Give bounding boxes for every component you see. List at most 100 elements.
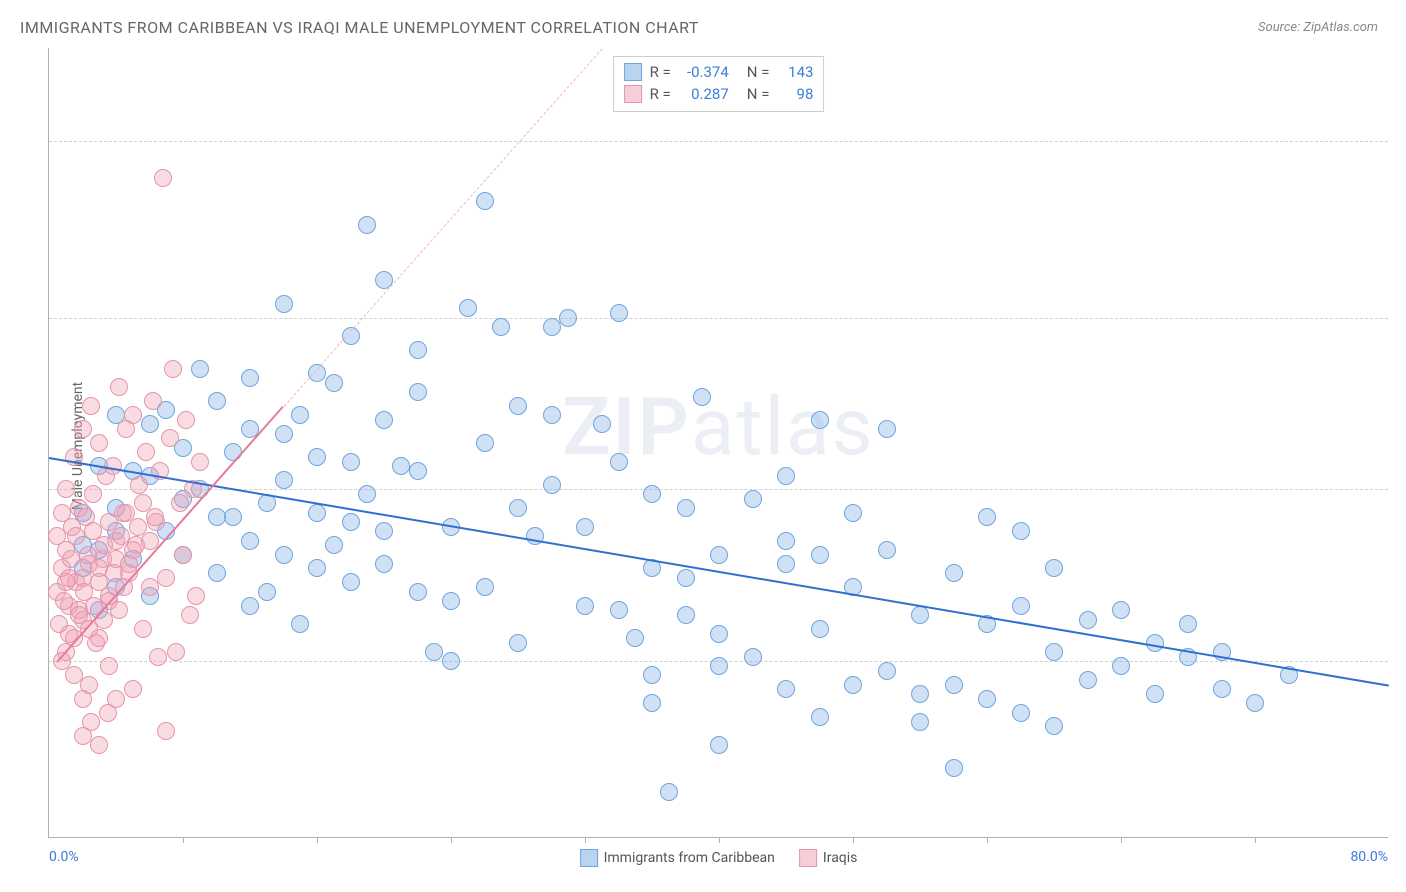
scatter-point-caribbean — [1045, 717, 1063, 735]
scatter-point-caribbean — [744, 490, 762, 508]
scatter-point-caribbean — [543, 406, 561, 424]
scatter-point-caribbean — [543, 476, 561, 494]
source-label: Source: ZipAtlas.com — [1258, 20, 1378, 35]
scatter-point-caribbean — [710, 546, 728, 564]
scatter-point-caribbean — [375, 555, 393, 573]
scatter-point-iraqis — [137, 443, 155, 461]
scatter-point-iraqis — [100, 657, 118, 675]
scatter-point-iraqis — [74, 420, 92, 438]
legend-label: Iraqis — [823, 850, 857, 866]
scatter-point-caribbean — [610, 601, 628, 619]
scatter-point-caribbean — [1213, 680, 1231, 698]
scatter-point-caribbean — [241, 597, 259, 615]
scatter-point-iraqis — [60, 569, 78, 587]
x-axis-label: 80.0% — [1350, 849, 1388, 865]
scatter-point-caribbean — [409, 383, 427, 401]
scatter-point-iraqis — [55, 592, 73, 610]
plot-area: ZIPatlas R =-0.374N =143R =0.287N =98 Im… — [48, 48, 1388, 838]
scatter-point-caribbean — [1079, 671, 1097, 689]
scatter-point-iraqis — [57, 480, 75, 498]
scatter-point-caribbean — [342, 573, 360, 591]
scatter-point-iraqis — [80, 676, 98, 694]
scatter-point-iraqis — [62, 550, 80, 568]
scatter-point-caribbean — [593, 415, 611, 433]
scatter-point-iraqis — [167, 643, 185, 661]
scatter-point-caribbean — [610, 304, 628, 322]
scatter-point-caribbean — [1012, 597, 1030, 615]
legend: Immigrants from Caribbean Iraqis — [580, 849, 858, 867]
scatter-point-iraqis — [134, 620, 152, 638]
scatter-point-caribbean — [509, 397, 527, 415]
y-tick-label: 11.2% — [1392, 310, 1406, 326]
scatter-point-iraqis — [146, 508, 164, 526]
scatter-point-iraqis — [50, 615, 68, 633]
trend-line-caribbean — [49, 457, 1389, 687]
scatter-point-caribbean — [308, 448, 326, 466]
scatter-point-caribbean — [777, 555, 795, 573]
scatter-point-caribbean — [660, 783, 678, 801]
scatter-point-caribbean — [811, 620, 829, 638]
scatter-point-iraqis — [84, 485, 102, 503]
scatter-point-caribbean — [476, 578, 494, 596]
scatter-point-caribbean — [1146, 685, 1164, 703]
scatter-point-caribbean — [409, 583, 427, 601]
scatter-point-caribbean — [878, 662, 896, 680]
scatter-point-caribbean — [911, 685, 929, 703]
scatter-point-caribbean — [1079, 611, 1097, 629]
scatter-point-caribbean — [643, 666, 661, 684]
scatter-point-caribbean — [978, 508, 996, 526]
scatter-point-caribbean — [409, 462, 427, 480]
scatter-point-caribbean — [911, 713, 929, 731]
scatter-point-iraqis — [67, 527, 85, 545]
scatter-point-caribbean — [710, 657, 728, 675]
stat-r-value: 0.287 — [679, 85, 729, 103]
scatter-point-caribbean — [375, 411, 393, 429]
scatter-point-caribbean — [1112, 657, 1130, 675]
gridline — [49, 318, 1388, 319]
y-tick-label: 3.8% — [1392, 653, 1406, 669]
scatter-point-caribbean — [1112, 601, 1130, 619]
scatter-point-caribbean — [509, 634, 527, 652]
scatter-point-caribbean — [1246, 694, 1264, 712]
scatter-point-caribbean — [425, 643, 443, 661]
scatter-point-caribbean — [945, 564, 963, 582]
stat-r-label: R = — [650, 63, 671, 81]
scatter-point-caribbean — [559, 309, 577, 327]
stat-n-value: 98 — [777, 85, 813, 103]
stat-n-value: 143 — [777, 63, 813, 81]
scatter-point-iraqis — [164, 360, 182, 378]
x-tick — [987, 837, 988, 843]
scatter-point-caribbean — [844, 504, 862, 522]
scatter-point-iraqis — [53, 504, 71, 522]
scatter-point-iraqis — [99, 704, 117, 722]
scatter-point-iraqis — [130, 476, 148, 494]
legend-label: Immigrants from Caribbean — [604, 850, 775, 866]
scatter-point-caribbean — [744, 648, 762, 666]
scatter-point-iraqis — [187, 587, 205, 605]
scatter-point-caribbean — [677, 569, 695, 587]
scatter-point-caribbean — [208, 564, 226, 582]
scatter-point-caribbean — [1012, 522, 1030, 540]
scatter-point-iraqis — [124, 680, 142, 698]
scatter-point-caribbean — [543, 318, 561, 336]
scatter-point-caribbean — [1045, 559, 1063, 577]
scatter-point-iraqis — [74, 727, 92, 745]
legend-swatch — [624, 85, 642, 103]
stat-r-value: -0.374 — [679, 63, 729, 81]
scatter-point-caribbean — [693, 388, 711, 406]
scatter-point-caribbean — [325, 536, 343, 554]
x-tick — [1255, 837, 1256, 843]
stat-row: R =0.287N =98 — [624, 83, 814, 105]
gridline — [49, 141, 1388, 142]
scatter-point-caribbean — [878, 420, 896, 438]
scatter-point-iraqis — [157, 722, 175, 740]
x-tick — [317, 837, 318, 843]
x-tick — [183, 837, 184, 843]
x-tick — [719, 837, 720, 843]
chart-title: IMMIGRANTS FROM CARIBBEAN VS IRAQI MALE … — [20, 18, 699, 37]
scatter-point-iraqis — [191, 453, 209, 471]
scatter-point-caribbean — [275, 471, 293, 489]
x-tick — [853, 837, 854, 843]
scatter-point-caribbean — [442, 592, 460, 610]
scatter-point-iraqis — [174, 546, 192, 564]
